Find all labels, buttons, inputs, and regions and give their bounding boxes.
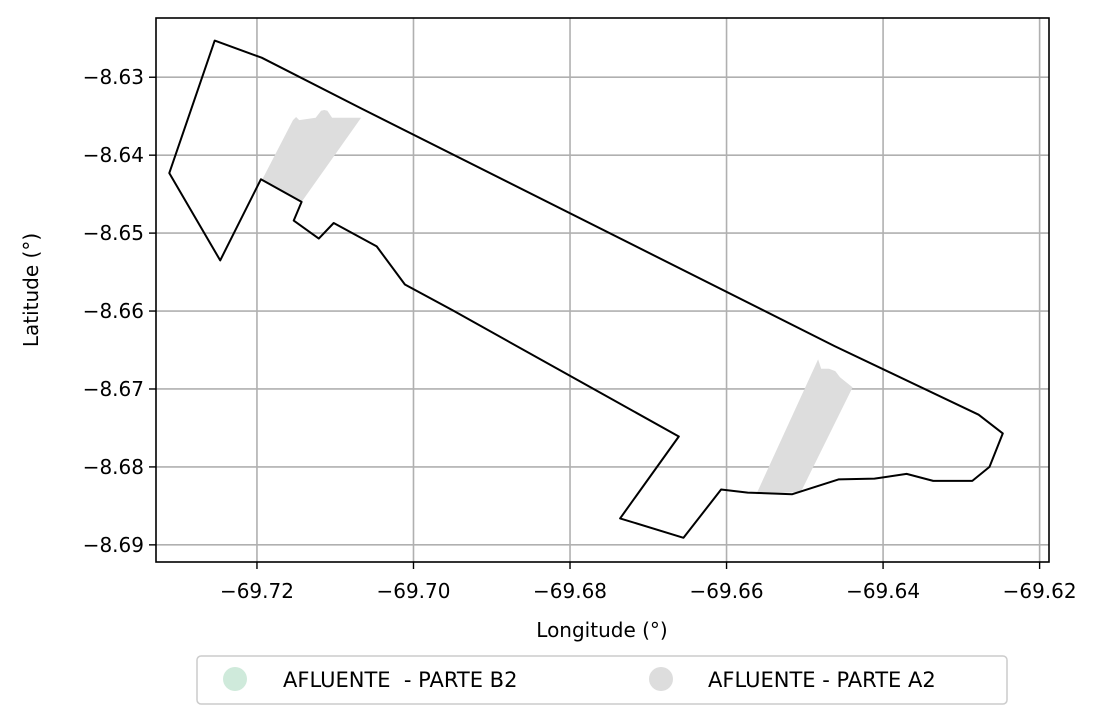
map-polygons (262, 110, 853, 495)
y-tick-label: −8.68 (83, 455, 144, 479)
y-tick-label: −8.63 (83, 65, 144, 89)
region-polygon (262, 110, 362, 202)
x-tick-label: −69.62 (1003, 579, 1077, 603)
x-tick-label: −69.66 (690, 579, 764, 603)
boundary-outline (168, 39, 1004, 539)
x-tick-label: −69.68 (533, 579, 607, 603)
legend: AFLUENTE - PARTE B2 AFLUENTE - PARTE A2 (196, 655, 1008, 705)
x-axis-label: Longitude (°) (536, 618, 667, 642)
y-axis: −8.63 −8.64 −8.65 −8.66 −8.67 −8.68 −8.69 (83, 65, 156, 557)
y-tick-label: −8.69 (83, 533, 144, 557)
legend-marker-b2 (223, 667, 247, 691)
y-tick-label: −8.66 (83, 299, 144, 323)
plot-frame (155, 17, 1050, 563)
legend-marker-a2 (649, 667, 673, 691)
x-tick-label: −69.72 (220, 579, 294, 603)
y-tick-label: −8.65 (83, 221, 144, 245)
boundary-layer (168, 39, 1004, 539)
y-tick-label: −8.64 (83, 143, 144, 167)
legend-label-b2: AFLUENTE - PARTE B2 (283, 668, 517, 692)
region-polygon (756, 359, 853, 495)
y-axis-label: Latitude (°) (19, 233, 43, 347)
x-tick-label: −69.70 (376, 579, 450, 603)
grid-lines (156, 18, 1049, 562)
x-axis: −69.72 −69.70 −69.68 −69.66 −69.64 −69.62 (220, 562, 1077, 603)
x-tick-label: −69.64 (846, 579, 920, 603)
y-tick-label: −8.67 (83, 377, 144, 401)
legend-label-a2: AFLUENTE - PARTE A2 (708, 668, 936, 692)
legend-box (196, 655, 1008, 705)
